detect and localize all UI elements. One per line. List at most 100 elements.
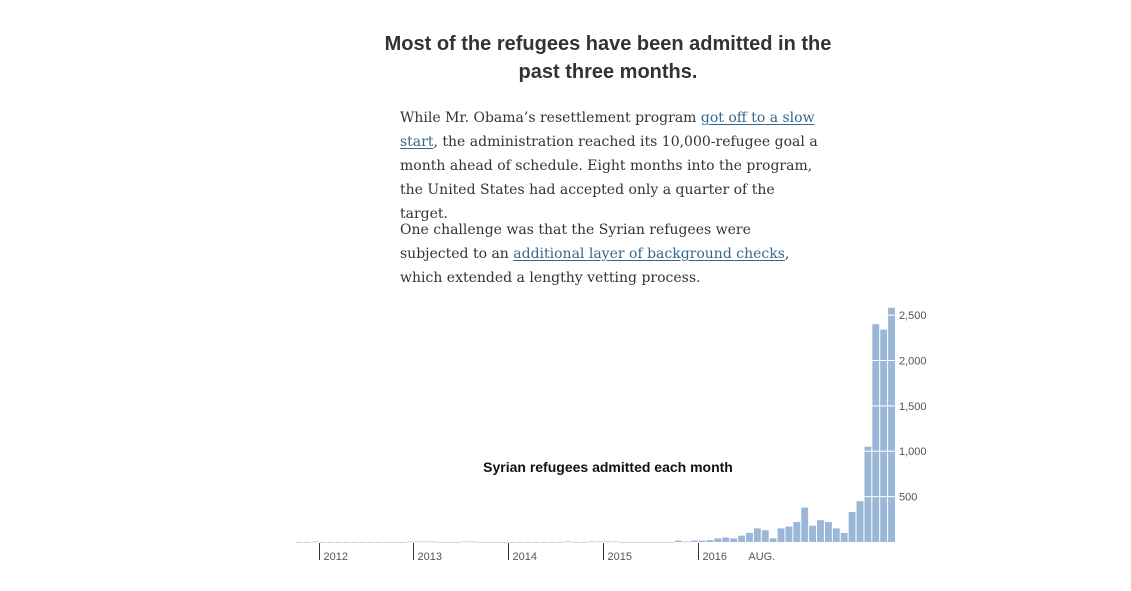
bar bbox=[730, 538, 738, 542]
x-tick-label: 2012 bbox=[324, 551, 348, 563]
y-tick-label: 1,500 bbox=[899, 401, 927, 413]
bar bbox=[390, 542, 398, 543]
bar bbox=[856, 501, 864, 542]
bar bbox=[501, 542, 509, 543]
paragraph-intro: While Mr. Obama’s resettlement program g… bbox=[400, 106, 820, 226]
y-tick-label: 2,500 bbox=[899, 310, 927, 322]
bar bbox=[832, 528, 840, 542]
bar bbox=[446, 542, 453, 543]
bar bbox=[327, 542, 335, 543]
bar bbox=[753, 528, 761, 542]
x-tick-label: 2016 bbox=[703, 551, 727, 563]
x-tick-label: AUG. bbox=[748, 551, 775, 563]
bar bbox=[872, 324, 880, 542]
bar bbox=[572, 542, 580, 543]
bar bbox=[414, 541, 422, 543]
bar bbox=[603, 541, 611, 543]
bar bbox=[469, 541, 477, 543]
bar bbox=[359, 542, 367, 543]
bar bbox=[296, 542, 303, 543]
bar bbox=[556, 542, 564, 543]
bar bbox=[509, 542, 517, 543]
bar bbox=[659, 542, 667, 543]
bar bbox=[493, 542, 501, 543]
bar bbox=[864, 446, 872, 542]
bar bbox=[777, 528, 785, 542]
paragraph-challenge-text-before: One challenge was that the Syrian refuge… bbox=[400, 222, 751, 262]
bar bbox=[374, 542, 382, 543]
bar bbox=[722, 537, 730, 542]
bar bbox=[485, 542, 493, 543]
bar bbox=[714, 538, 722, 542]
bar bbox=[706, 540, 714, 542]
y-tick-label: 1,000 bbox=[899, 446, 927, 458]
x-tick-label: 2014 bbox=[513, 551, 537, 563]
bar bbox=[438, 542, 445, 543]
bar bbox=[698, 540, 706, 542]
bar bbox=[343, 542, 351, 543]
bar bbox=[351, 542, 359, 543]
paragraph-challenge-text-after: , which extended a lengthy vetting proce… bbox=[400, 246, 790, 286]
bar bbox=[769, 538, 777, 542]
slow-start-link[interactable]: got off to a slow start bbox=[400, 110, 815, 150]
x-tick-label: 2013 bbox=[418, 551, 442, 563]
bar bbox=[738, 535, 745, 542]
bar bbox=[746, 532, 753, 542]
x-axis: 2012 2013 2014 2015 2016 AUG. bbox=[319, 543, 775, 563]
bar bbox=[596, 541, 603, 543]
bar bbox=[848, 512, 856, 542]
bar bbox=[524, 542, 532, 543]
x-tick-label: 2015 bbox=[608, 551, 632, 563]
bar bbox=[461, 541, 469, 543]
bar bbox=[635, 542, 643, 543]
bar bbox=[785, 526, 793, 542]
bar bbox=[817, 520, 824, 542]
bar bbox=[690, 540, 698, 542]
paragraph-intro-text-before: While Mr. Obama’s resettlement program bbox=[400, 110, 701, 126]
bar bbox=[809, 525, 817, 542]
bar bbox=[824, 522, 832, 542]
bar bbox=[840, 532, 848, 542]
paragraph-challenge: One challenge was that the Syrian refuge… bbox=[400, 218, 820, 290]
bar bbox=[643, 542, 651, 543]
background-checks-link[interactable]: additional layer of background checks bbox=[513, 246, 785, 262]
y-axis: 500 1,000 1,500 2,000 2,500 bbox=[899, 310, 927, 504]
bar bbox=[548, 542, 556, 543]
bar bbox=[793, 522, 801, 542]
y-tick-label: 2,000 bbox=[899, 355, 927, 367]
chart-title: Syrian refugees admitted each month bbox=[483, 459, 733, 475]
bar bbox=[517, 542, 524, 543]
bar bbox=[801, 507, 809, 542]
bar bbox=[382, 542, 390, 543]
bar bbox=[627, 542, 635, 543]
y-tick-label: 500 bbox=[899, 492, 917, 504]
bar bbox=[880, 329, 888, 542]
bar bbox=[406, 541, 414, 543]
bar bbox=[303, 542, 311, 543]
bar bbox=[540, 542, 548, 543]
bar bbox=[532, 542, 540, 543]
bar bbox=[477, 542, 485, 543]
bar bbox=[580, 542, 588, 543]
bar bbox=[888, 307, 895, 542]
bar bbox=[588, 541, 595, 543]
bar bbox=[422, 541, 430, 543]
bar bbox=[311, 541, 319, 543]
paragraph-intro-text-after: , the administration reached its 10,000-… bbox=[400, 134, 818, 222]
bar bbox=[453, 542, 461, 543]
bar bbox=[761, 530, 769, 542]
bar bbox=[319, 542, 327, 543]
bar bbox=[619, 542, 627, 543]
headline: Most of the refugees have been admitted … bbox=[384, 33, 832, 83]
bar-group bbox=[296, 307, 895, 543]
bar bbox=[667, 542, 674, 543]
gridlines bbox=[853, 314, 898, 498]
bar bbox=[674, 540, 682, 542]
bar bbox=[682, 541, 690, 543]
bar bbox=[430, 541, 438, 543]
bar bbox=[611, 541, 619, 543]
bar bbox=[398, 542, 406, 543]
bar bbox=[651, 542, 659, 543]
bar bbox=[367, 542, 374, 543]
